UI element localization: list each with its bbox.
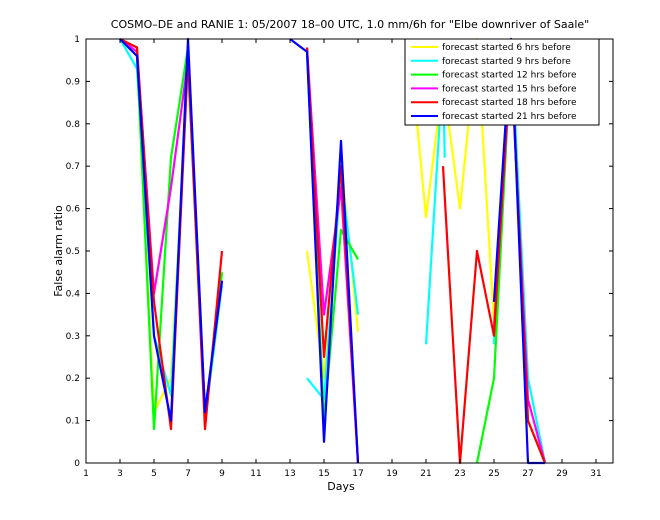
y-tick-label: 0.6 [66, 205, 81, 215]
series-line [289, 38, 360, 464]
x-tick-label: 15 [318, 469, 329, 479]
legend: forecast started 6 hrs before forecast st… [404, 38, 600, 126]
x-tick-label: 29 [556, 469, 568, 479]
legend-label: forecast started 21 hrs before [442, 112, 577, 122]
x-axis: 1 3 5 7 9 11 13 15 17 19 21 23 25 27 29 31 [83, 39, 602, 479]
y-tick-label: 0.8 [66, 120, 81, 130]
y-tick-label: 0.4 [66, 289, 81, 299]
x-tick-label: 11 [250, 469, 261, 479]
legend-label: forecast started 9 hrs before [442, 57, 571, 67]
y-tick-label: 0 [74, 459, 80, 469]
chart-title: COSMO–DE and RANIE 1: 05/2007 18–00 UTC,… [111, 18, 589, 31]
y-axis-label: False alarm ratio [52, 205, 65, 297]
x-tick-label: 21 [420, 469, 431, 479]
x-tick-label: 31 [590, 469, 601, 479]
legend-label: forecast started 12 hrs before [442, 71, 577, 81]
x-axis-label: Days [327, 480, 355, 493]
legend-label: forecast started 18 hrs before [442, 98, 577, 108]
x-tick-label: 19 [386, 469, 398, 479]
y-tick-label: 0.1 [66, 417, 80, 427]
y-tick-label: 0.7 [66, 162, 80, 172]
y-tick-label: 0.9 [66, 77, 81, 87]
legend-label: forecast started 6 hrs before [442, 43, 571, 53]
y-tick-label: 0.5 [66, 247, 80, 257]
y-axis: 0 0.1 0.2 0.3 0.4 0.5 0.6 0.7 0.8 0.9 1 [66, 35, 613, 469]
x-tick-label: 1 [83, 469, 89, 479]
x-tick-label: 27 [522, 469, 533, 479]
x-tick-label: 13 [284, 469, 295, 479]
legend-label: forecast started 15 hrs before [442, 84, 577, 94]
y-tick-label: 1 [74, 35, 80, 45]
x-tick-label: 25 [488, 469, 499, 479]
x-tick-label: 9 [219, 469, 225, 479]
series-line [119, 37, 224, 422]
legend-box [404, 38, 600, 126]
x-tick-label: 5 [151, 469, 157, 479]
x-tick-label: 17 [352, 469, 363, 479]
y-tick-label: 0.3 [66, 332, 80, 342]
x-tick-label: 3 [117, 469, 123, 479]
x-tick-label: 7 [185, 469, 191, 479]
series-line [119, 38, 224, 431]
x-tick-label: 23 [454, 469, 465, 479]
y-tick-label: 0.2 [66, 374, 80, 384]
